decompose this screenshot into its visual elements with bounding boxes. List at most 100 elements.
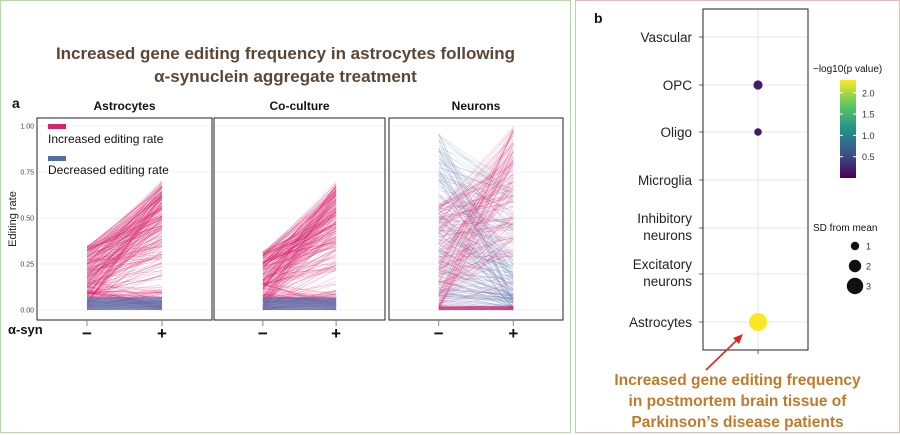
edit-line: [438, 135, 514, 202]
edit-line: [438, 261, 514, 274]
edit-line: [86, 216, 163, 248]
edit-line: [438, 193, 514, 273]
edit-line: [262, 242, 337, 257]
edit-line: [262, 227, 337, 268]
edit-line: [86, 234, 163, 271]
edit-line: [86, 245, 163, 265]
edit-line: [86, 200, 163, 276]
edit-line: [262, 227, 337, 275]
edit-line: [86, 222, 163, 262]
edit-line: [438, 198, 514, 239]
edit-line: [86, 199, 163, 273]
edit-line: [262, 211, 337, 282]
edit-line: [86, 194, 163, 258]
edit-line: [262, 228, 337, 270]
edit-line: [438, 280, 514, 301]
edit-line: [438, 229, 514, 235]
colorbar-tick-label-0: 2.0: [862, 88, 875, 98]
edit-line: [438, 186, 514, 252]
edit-line: [262, 247, 337, 291]
edit-line: [262, 185, 337, 289]
edit-line: [86, 265, 163, 298]
edit-line: [86, 194, 163, 258]
edit-line: [262, 206, 337, 262]
edit-line: [438, 151, 514, 306]
edit-line: [262, 199, 337, 255]
edit-line: [86, 196, 163, 247]
edit-line: [262, 199, 337, 283]
edit-line: [438, 150, 514, 235]
edit-line: [438, 275, 514, 294]
edit-line: [262, 284, 337, 295]
edit-line: [438, 161, 514, 185]
edit-line: [86, 202, 163, 282]
panel-a-title-line1: Increased gene editing frequency in astr…: [55, 44, 516, 63]
edit-line: [438, 250, 514, 283]
edit-line: [86, 238, 163, 275]
edit-line: [86, 196, 163, 305]
edit-line: [438, 271, 514, 281]
low-band: [262, 297, 337, 310]
edit-line: [86, 188, 163, 278]
edit-line: [262, 212, 337, 282]
edit-line: [86, 205, 163, 283]
edit-line: [86, 187, 163, 279]
edit-line: [438, 243, 514, 279]
edit-line: [262, 199, 337, 287]
edit-line: [86, 210, 163, 248]
edit-line: [262, 290, 337, 297]
edit-line: [262, 203, 337, 274]
edit-line: [262, 253, 337, 297]
edit-line: [438, 170, 514, 285]
edit-line: [86, 182, 163, 266]
edit-line: [438, 291, 514, 310]
edit-line: [438, 172, 514, 272]
y-tick-label-1: 0.25: [20, 262, 34, 269]
edit-line: [86, 258, 163, 271]
edit-line: [86, 189, 163, 291]
edit-line: [262, 206, 337, 285]
edit-line: [438, 220, 514, 253]
edit-line: [262, 294, 337, 297]
edit-line: [438, 273, 514, 280]
edit-line: [262, 190, 337, 256]
edit-line: [438, 295, 514, 308]
panel-a-letter: a: [12, 95, 20, 111]
edit-line: [262, 187, 337, 255]
low-band: [87, 297, 162, 310]
edit-line: [262, 221, 337, 272]
colorbar-tick-label-2: 1.0: [862, 131, 875, 141]
edit-line: [438, 138, 514, 305]
edit-line: [438, 289, 514, 300]
edit-line: [86, 208, 163, 249]
edit-line: [86, 216, 163, 302]
edit-line: [86, 186, 163, 268]
edit-line: [438, 217, 514, 272]
edit-line: [262, 229, 337, 300]
edit-line: [86, 235, 163, 300]
edit-line: [438, 284, 514, 298]
edit-line: [262, 194, 337, 257]
edit-line: [86, 201, 163, 288]
edit-line: [438, 175, 514, 310]
edit-line: [262, 211, 337, 263]
edit-line: [438, 144, 514, 197]
edit-line: [262, 202, 337, 280]
edit-line: [262, 194, 337, 257]
edit-line: [438, 252, 514, 279]
edit-line: [438, 219, 514, 226]
edit-line: [438, 209, 514, 299]
edit-line: [262, 268, 337, 275]
edit-line: [262, 209, 337, 268]
edit-line: [86, 183, 163, 250]
edit-line: [438, 159, 514, 220]
x-tick-label-minus: −: [82, 324, 92, 343]
edit-line: [262, 191, 337, 265]
edit-line: [86, 292, 163, 298]
edit-line: [262, 198, 337, 293]
edit-line: [438, 213, 514, 271]
edit-line: [262, 182, 337, 260]
edit-line: [262, 215, 337, 258]
edit-line: [438, 250, 514, 257]
edit-line: [86, 251, 163, 286]
